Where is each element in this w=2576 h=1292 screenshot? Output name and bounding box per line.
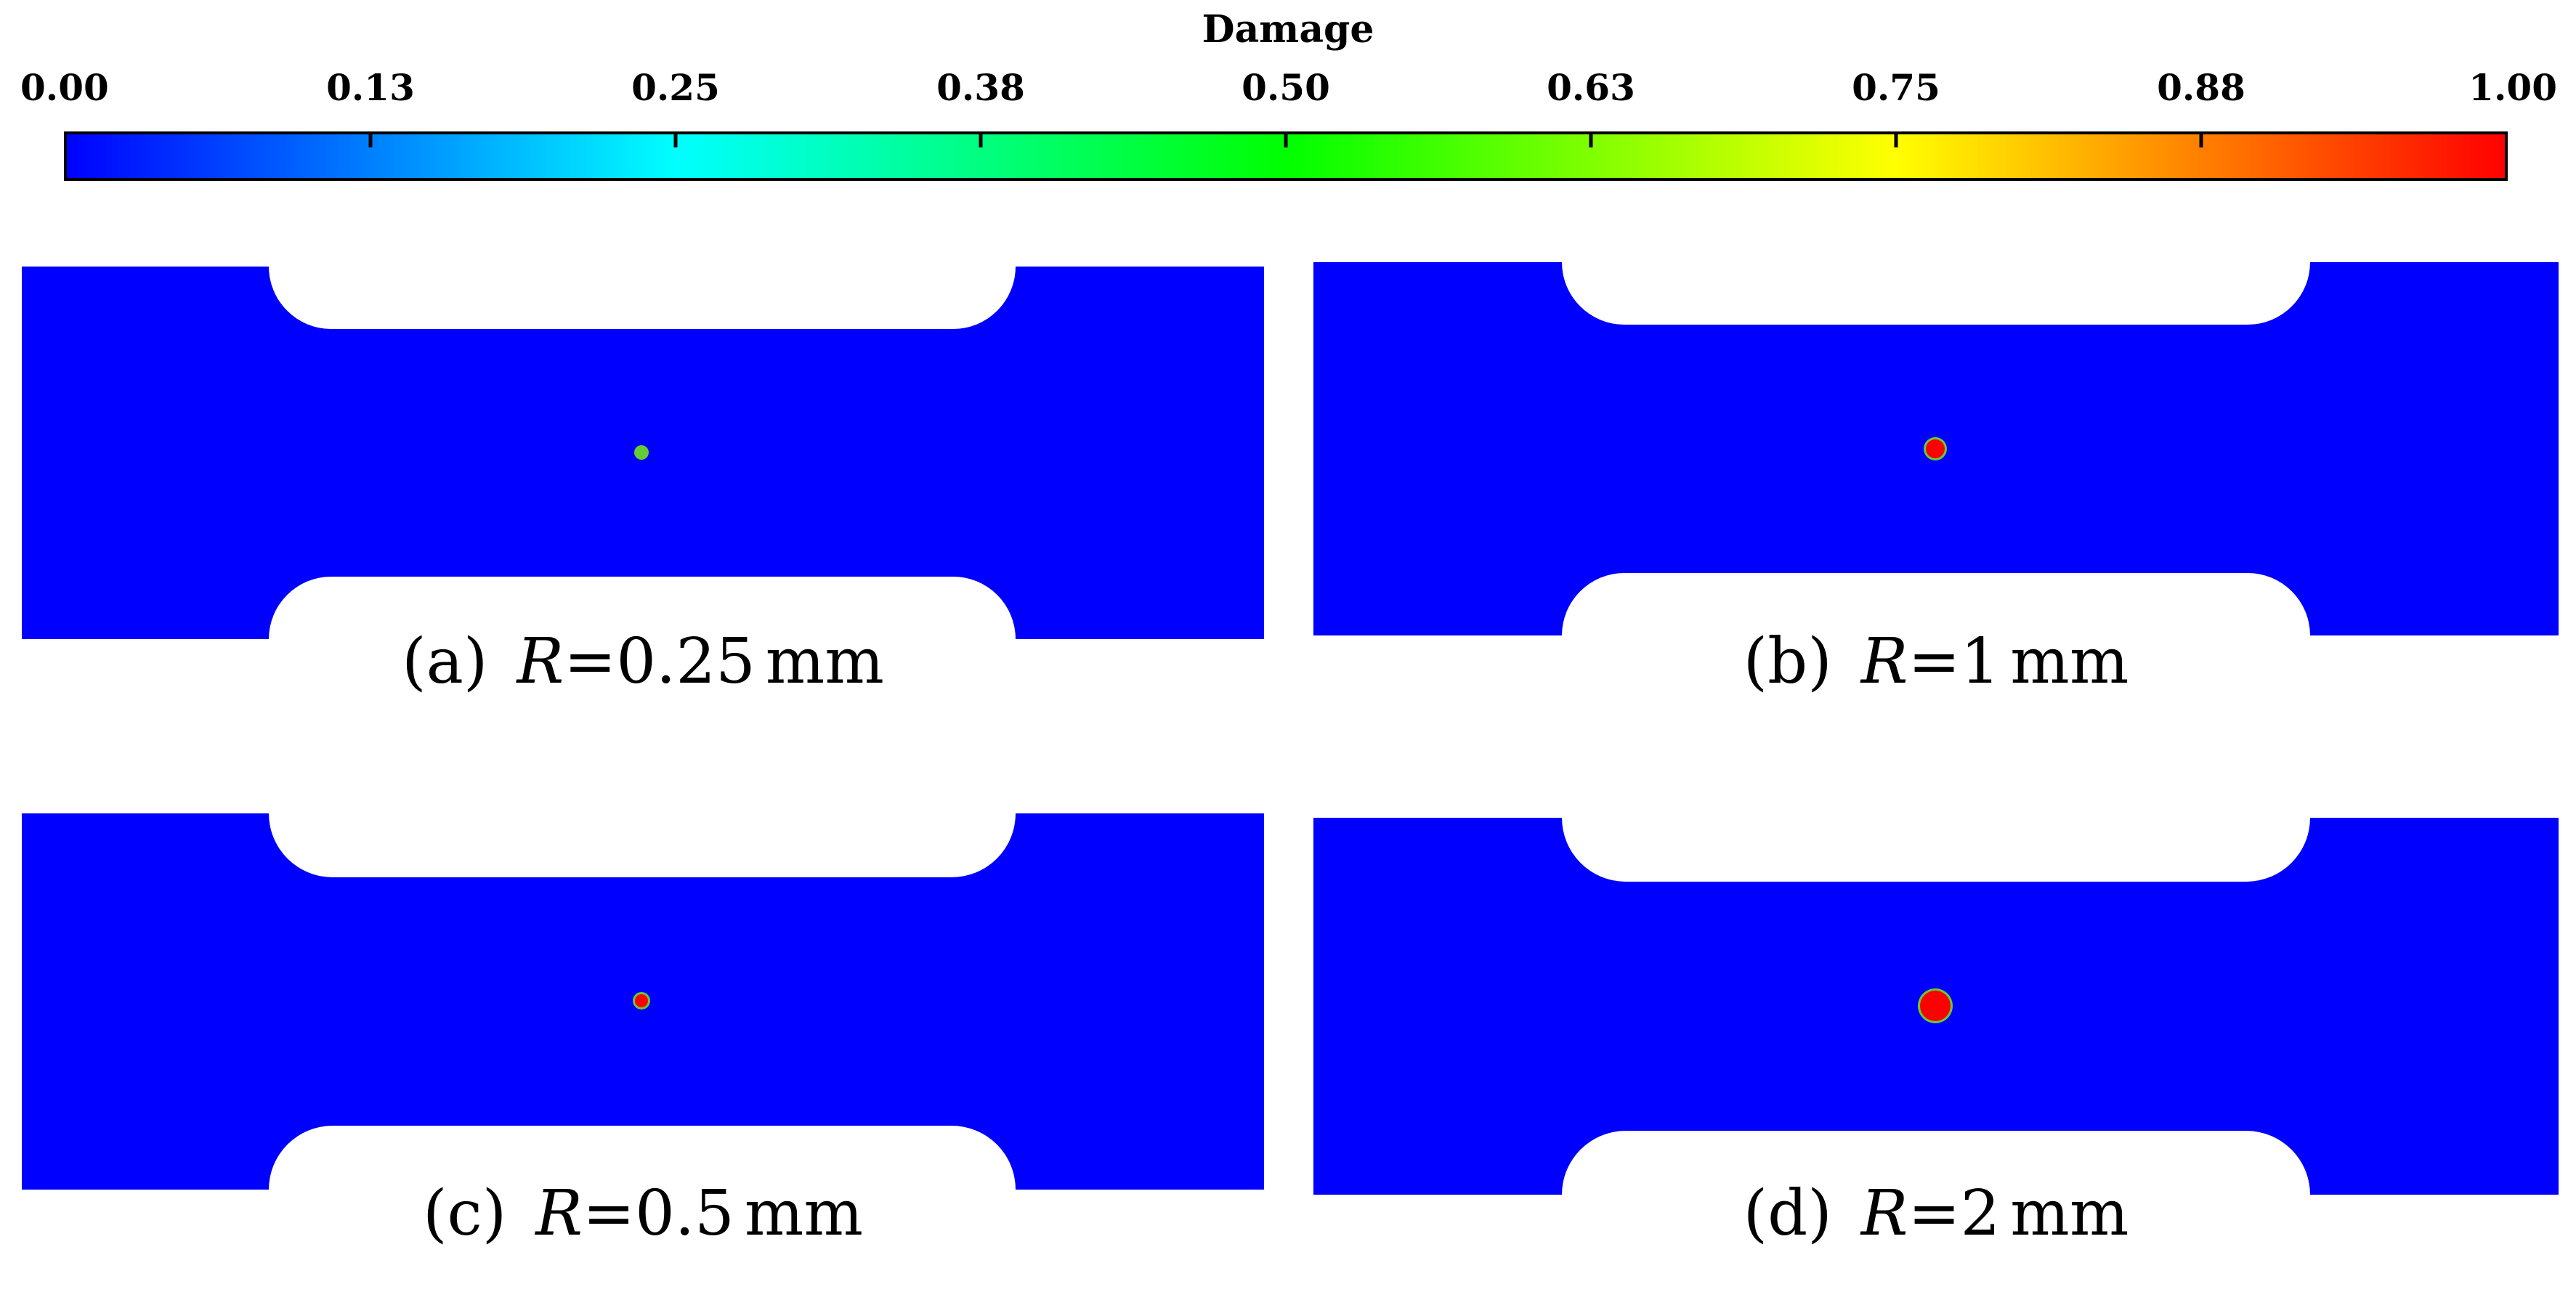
panel-equals: = — [583, 1177, 635, 1250]
damage-spot — [1920, 991, 1951, 1021]
panel-equals: = — [1908, 1177, 1961, 1250]
panel-label: (a) — [402, 625, 487, 698]
colorbar-tick-label: 1.00 — [2468, 66, 2557, 109]
damage-spot — [636, 447, 647, 458]
panel-label: (c) — [423, 1177, 506, 1250]
colorbar-tick-label: 0.63 — [1547, 66, 1635, 109]
panel-caption: (a) R=0.25 mm — [402, 625, 884, 698]
panel-value: 0.25 — [616, 625, 755, 698]
colorbar-title: Damage — [1202, 7, 1374, 52]
panel-variable: R — [515, 625, 564, 698]
panel-captions: (a) R=0.25 mm (b) R=1 mm(c) R=0.5 mm (d) R=2 mm — [402, 625, 2129, 1250]
colorbar-tick-label: 0.75 — [1852, 66, 1940, 109]
panel-value: 0.5 — [635, 1177, 734, 1250]
specimen-panel-a — [22, 267, 1264, 639]
damage-spot — [1926, 439, 1945, 458]
panel-equals: = — [1908, 625, 1961, 698]
colorbar-tick-label: 0.50 — [1242, 66, 1330, 109]
panel-caption: (d) R=2 mm — [1743, 1177, 2129, 1250]
specimen-panel-d — [1313, 818, 2559, 1195]
colorbar-tick-label: 0.00 — [20, 66, 109, 109]
colorbar-tick-label: 0.88 — [2157, 66, 2245, 109]
panel-variable: R — [534, 1177, 583, 1250]
colorbar: Damage 0.00 0.13 0.25 0.38 0.50 0.63 0.75 0.88 1… — [20, 7, 2557, 181]
colorbar-tick-label: 0.13 — [326, 66, 415, 109]
panel-caption: (b) R=1 mm — [1743, 625, 2129, 698]
colorbar-tick-marks — [368, 131, 2203, 147]
panel-variable: R — [1860, 625, 1908, 698]
panel-value: 1 — [1961, 625, 2001, 698]
specimen-panel-b — [1313, 262, 2559, 635]
panel-unit: mm — [2010, 1177, 2129, 1250]
specimen-panels — [22, 262, 2559, 1195]
colorbar-tick-labels: 0.00 0.13 0.25 0.38 0.50 0.63 0.75 0.88 1.00 — [20, 66, 2557, 109]
specimen-panel-c — [22, 813, 1264, 1190]
panel-caption: (c) R=0.5 mm — [423, 1177, 863, 1250]
panel-unit: mm — [745, 1177, 863, 1250]
panel-variable: R — [1860, 1177, 1908, 1250]
damage-spot — [635, 994, 648, 1007]
panel-label: (d) — [1743, 1177, 1832, 1250]
panel-unit: mm — [766, 625, 884, 698]
panel-label: (b) — [1743, 625, 1832, 698]
colorbar-tick-label: 0.38 — [936, 66, 1025, 109]
panel-equals: = — [564, 625, 616, 698]
colorbar-tick-label: 0.25 — [631, 66, 720, 109]
panel-value: 2 — [1961, 1177, 2001, 1250]
panel-unit: mm — [2010, 625, 2129, 698]
